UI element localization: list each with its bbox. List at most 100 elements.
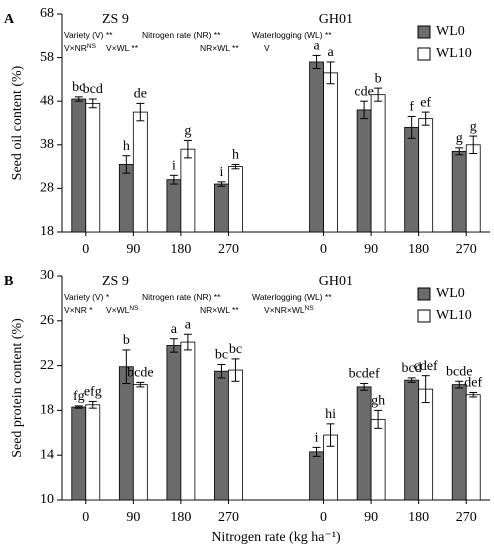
significance-letter: cdef: [414, 359, 438, 374]
y-tick-label: 18: [40, 224, 54, 239]
legend-swatch: [417, 25, 431, 39]
significance-letter: efg: [84, 385, 102, 400]
bar: [85, 404, 101, 501]
significance-letter: i: [315, 431, 319, 446]
y-tick-label: 28: [40, 181, 54, 196]
significance-letter: g: [456, 131, 463, 146]
annotation-text: V: [264, 43, 270, 53]
significance-letter: a: [171, 322, 178, 337]
bar: [418, 118, 434, 233]
annotation-text: NR×WL **: [200, 43, 239, 53]
y-tick-label: 10: [40, 492, 54, 507]
x-tick-label: 0: [82, 242, 89, 257]
significance-letter: fg: [73, 389, 85, 404]
bar: [132, 111, 148, 233]
significance-letter: bcd: [402, 361, 422, 376]
bar: [370, 418, 386, 501]
y-tick-label: 18: [40, 403, 54, 418]
x-tick-label: 90: [126, 242, 140, 257]
x-tick-label: 180: [408, 242, 429, 257]
panel-label: B: [4, 274, 13, 289]
bar: [228, 369, 243, 501]
annotation: Waterlogging (WL) **: [252, 30, 332, 40]
bar: [71, 98, 87, 233]
bar: [228, 166, 243, 233]
annotation-text: V×NR×WL: [264, 305, 305, 315]
y-tick-label: 14: [40, 447, 54, 462]
bar: [118, 164, 134, 233]
bar: [180, 341, 196, 501]
significance-letter: gh: [371, 394, 385, 409]
legend-swatch: [417, 287, 431, 301]
annotation-text: V×NR *: [64, 305, 93, 315]
significance-letter: bc: [72, 80, 85, 95]
bar: [451, 384, 467, 501]
annotation-sup: NS: [87, 43, 97, 50]
group-label: GH01: [319, 12, 353, 27]
bar: [418, 388, 434, 501]
significance-letter: a: [313, 39, 320, 54]
y-tick-label: 48: [40, 93, 54, 108]
bar: [180, 148, 196, 233]
x-axis-label: Nitrogen rate (kg ha⁻¹): [211, 530, 341, 545]
annotation-text: V×NR: [64, 43, 87, 53]
y-tick-label: 58: [40, 50, 54, 65]
group-label: ZS 9: [102, 12, 129, 27]
significance-letter: i: [219, 165, 223, 180]
x-tick-label: 0: [320, 510, 327, 525]
bar: [404, 379, 420, 501]
annotation: NR×WL **: [200, 305, 239, 315]
legend-label: WL0: [436, 286, 465, 301]
x-tick-label: 270: [456, 242, 477, 257]
significance-letter: g: [184, 124, 191, 139]
x-tick-label: 90: [126, 510, 140, 525]
annotation-text: Variety (V) *: [64, 292, 110, 302]
bar: [166, 179, 182, 233]
legend-label: WL10: [436, 308, 472, 323]
significance-letter: h: [123, 139, 130, 154]
bar: [71, 406, 87, 501]
y-axis-label: Seed oil content (%): [10, 65, 25, 180]
annotation: Nitrogen rate (NR) **: [142, 292, 221, 302]
y-tick-label: 22: [40, 358, 54, 373]
legend-label: WL0: [436, 24, 465, 39]
y-axis-label: Seed protein content (%): [10, 318, 25, 458]
significance-letter: de: [134, 87, 147, 102]
annotation: V×WL **: [106, 43, 139, 53]
y-tick-label: 30: [40, 268, 54, 283]
panel-label: A: [4, 12, 15, 27]
significance-letter: h: [232, 148, 239, 163]
bar: [85, 102, 101, 233]
annotation-text: Variety (V) **: [64, 30, 113, 40]
group-label: GH01: [319, 274, 353, 289]
annotation-sup: NS: [305, 305, 315, 312]
legend-swatch: [417, 47, 431, 61]
annotation: V×WLNS: [106, 305, 139, 316]
annotation: V×NR×WLNS: [264, 305, 314, 316]
significance-letter: i: [172, 159, 176, 174]
bar: [166, 345, 182, 501]
bar: [132, 384, 148, 501]
x-tick-label: 90: [364, 510, 378, 525]
y-tick-label: 38: [40, 137, 54, 152]
x-tick-label: 0: [82, 510, 89, 525]
x-tick-label: 270: [218, 510, 239, 525]
significance-letter: bcde: [446, 364, 472, 379]
y-tick-label: 26: [40, 313, 54, 328]
bar: [370, 94, 386, 233]
annotation-text: NR×WL **: [200, 305, 239, 315]
bar: [451, 150, 467, 233]
x-tick-label: 270: [456, 510, 477, 525]
x-tick-label: 180: [170, 242, 191, 257]
significance-letter: g: [470, 119, 477, 134]
annotation: V: [264, 43, 270, 53]
annotation: Variety (V) **: [64, 30, 113, 40]
bar: [465, 394, 481, 501]
bar: [465, 144, 481, 233]
bar: [214, 370, 229, 501]
annotation: V×NRNS: [64, 43, 97, 54]
legend-label: WL10: [436, 46, 472, 61]
annotation: Variety (V) *: [64, 292, 110, 302]
legend-swatch: [417, 309, 431, 323]
